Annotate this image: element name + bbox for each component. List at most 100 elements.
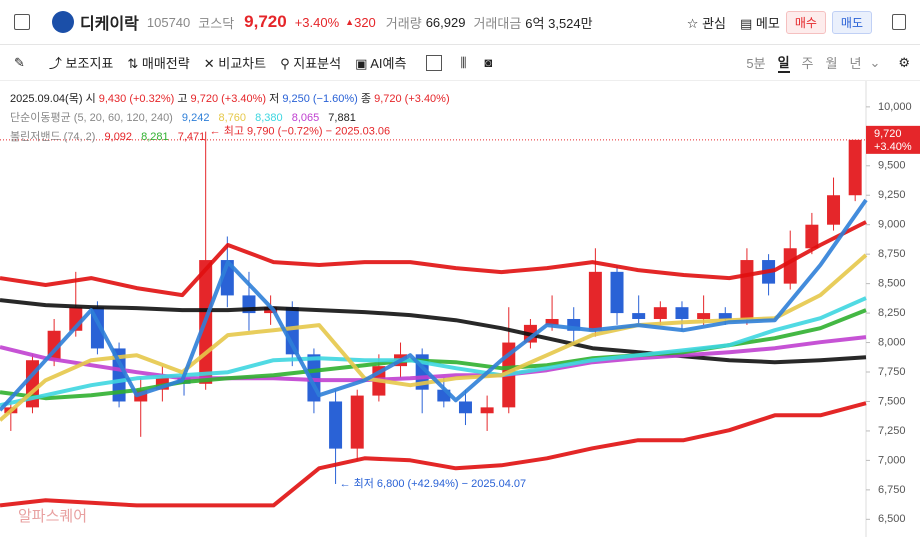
tool-label: 비교차트 — [218, 56, 267, 71]
ma-value: 8,065 — [291, 112, 320, 124]
candle-body — [632, 313, 646, 319]
candle-body — [329, 401, 343, 449]
tool-label: 보조지표 — [65, 56, 114, 71]
candle-body — [437, 389, 451, 402]
candle-body — [610, 271, 624, 314]
candle-body — [458, 401, 472, 414]
watch-label: 관심 — [702, 15, 726, 31]
tool[interactable]: ⇅ 매매전략 — [127, 56, 190, 71]
bb-value: 7,471 — [177, 131, 206, 143]
bb-value: 9,092 — [104, 131, 133, 143]
open: 9,430 (+0.32%) — [98, 93, 175, 105]
candle-body — [480, 407, 494, 414]
y-tick-label: 8,500 — [878, 278, 906, 290]
sell-btn[interactable]: 매도 — [831, 10, 872, 34]
chart-info: 2025.09.04(목) 시 9,430 (+0.32%) 고 9,720 (… — [10, 90, 450, 147]
ma-value: 7,881 — [328, 112, 356, 124]
tool[interactable]: ⚲ 지표분석 — [280, 56, 342, 71]
memo-label: 메모 — [755, 15, 780, 31]
candle-body — [783, 248, 797, 284]
y-tick-label: 7,750 — [878, 366, 906, 378]
indicator-line — [0, 198, 868, 412]
period[interactable]: 년 — [849, 56, 862, 71]
price: 9,720 — [244, 12, 287, 31]
y-tick-label: 8,750 — [878, 248, 906, 260]
bb-value: 8,281 — [141, 131, 169, 143]
change: 320 — [354, 14, 376, 30]
y-tick-label: 8,000 — [878, 336, 906, 348]
y-tick-label: 6,500 — [878, 513, 906, 525]
candle-body — [112, 348, 126, 402]
date: 2025.09.04(목) — [10, 93, 83, 105]
period[interactable]: 일 — [777, 52, 790, 73]
chart: 6,500 6,750 7,000 7,250 7,500 7,750 8,000 8,250… — [0, 81, 920, 537]
amount-label: 거래대금 — [473, 15, 522, 31]
header: 디케이락 105740 코스닥 9,720 +3.40% ▲ 320 거래량 6… — [0, 0, 920, 45]
candle-body — [718, 313, 732, 319]
box-icon[interactable] — [426, 54, 443, 71]
candle-body — [697, 313, 711, 319]
y-tick-label: 7,000 — [878, 454, 906, 466]
l-label: 저 — [269, 93, 280, 105]
h-label: 고 — [177, 93, 188, 105]
candle-body — [653, 307, 667, 319]
watch-btn[interactable]: ☆ 관심 — [686, 15, 726, 31]
logo — [52, 11, 74, 33]
indicator-line — [0, 220, 867, 298]
indicator-line — [0, 401, 867, 508]
stock-name: 디케이락 — [80, 16, 139, 33]
change-pct: +3.40% — [294, 14, 340, 30]
market: 코스닥 — [198, 15, 235, 31]
price-tag-change: +3.40% — [874, 141, 912, 153]
candle-body — [675, 307, 689, 319]
buy-btn[interactable]: 매수 — [785, 10, 826, 34]
ma-value: 9,242 — [181, 112, 210, 124]
volume-label: 거래량 — [385, 15, 422, 31]
tool[interactable]: ▣ AI예측 — [355, 56, 407, 71]
period[interactable]: 주 — [801, 56, 814, 71]
settings-icon[interactable]: ⚙ — [898, 54, 910, 70]
high: 9,720 (+3.40%) — [190, 93, 267, 105]
candle-body — [740, 260, 754, 319]
candle-icon[interactable]: ⫼ — [460, 54, 467, 70]
memo-btn[interactable]: ▤ 메모 — [739, 15, 780, 31]
camera-icon[interactable]: ◙ — [484, 55, 493, 70]
pen-icon[interactable]: ✎ — [14, 54, 25, 70]
price-tag — [866, 125, 920, 154]
candle-body — [827, 195, 841, 225]
ma-value: 8,380 — [255, 112, 283, 124]
tool-label: 매매전략 — [141, 56, 190, 71]
candle-body — [545, 318, 559, 325]
c-label: 종 — [360, 93, 372, 105]
toolbar: ✎ ⤴ 보조지표 ⇅ 매매전략 ✕ 비교차트 ⚲ 지표분석 ▣ AI예측 ⫼ ◙… — [0, 45, 920, 81]
low: 9,250 (−1.60%) — [282, 93, 358, 105]
period[interactable]: 5분 — [746, 56, 766, 71]
y-tick-label: 9,250 — [878, 189, 906, 201]
candle-body — [350, 395, 364, 449]
y-tick-label: 9,500 — [878, 160, 906, 172]
indicator-line — [0, 253, 868, 422]
candle-body — [588, 271, 602, 331]
watermark: 알파스퀘어 — [18, 508, 88, 525]
y-tick-label: 9,000 — [878, 219, 906, 231]
amount: 6억 3,524만 — [525, 15, 593, 31]
ma-title: 단순이동평균 (5, 20, 60, 120, 240) — [10, 112, 173, 124]
tool[interactable]: ✕ 비교차트 — [203, 56, 267, 71]
high-note: ← 최고 9,790 (−0.72%) − 2025.03.06 — [210, 125, 390, 138]
dropdown[interactable]: ⌄ — [869, 54, 881, 70]
close: 9,720 (+3.40%) — [374, 93, 450, 105]
up-arrow: ▲ — [345, 17, 355, 27]
o-label: 시 — [85, 93, 96, 105]
code: 105740 — [146, 14, 191, 30]
ma-value: 8,760 — [218, 112, 247, 124]
sidebar-icon[interactable] — [14, 14, 30, 30]
y-tick-label: 7,250 — [878, 425, 906, 437]
panel-icon[interactable] — [892, 14, 906, 30]
y-tick-label: 7,500 — [878, 395, 906, 407]
period[interactable]: 월 — [825, 56, 838, 71]
y-tick-label: 10,000 — [878, 101, 912, 113]
y-tick-label: 6,750 — [878, 484, 906, 496]
indicator-line — [0, 298, 867, 365]
tool[interactable]: ⤴ 보조지표 — [48, 56, 114, 71]
bb-title: 볼린저밴드 (74, 2) — [10, 131, 96, 143]
